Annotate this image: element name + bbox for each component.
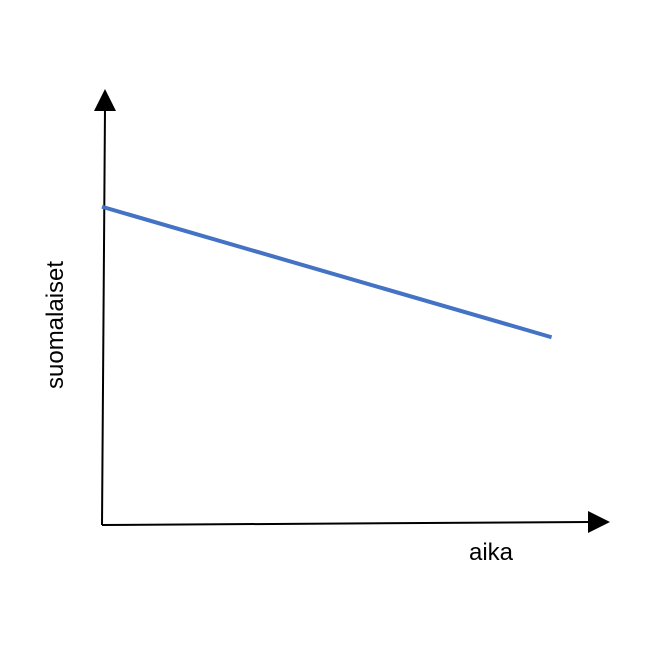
series-layer	[101, 204, 553, 340]
x-axis-arrowhead	[588, 511, 610, 533]
y-axis-label: suomalaiset	[42, 261, 69, 389]
y-axis-line	[101, 107, 106, 526]
x-axis-line	[101, 521, 591, 526]
y-axis-arrowhead	[94, 89, 116, 111]
x-axis-label: aika	[469, 539, 514, 566]
series-line-0	[101, 204, 553, 340]
